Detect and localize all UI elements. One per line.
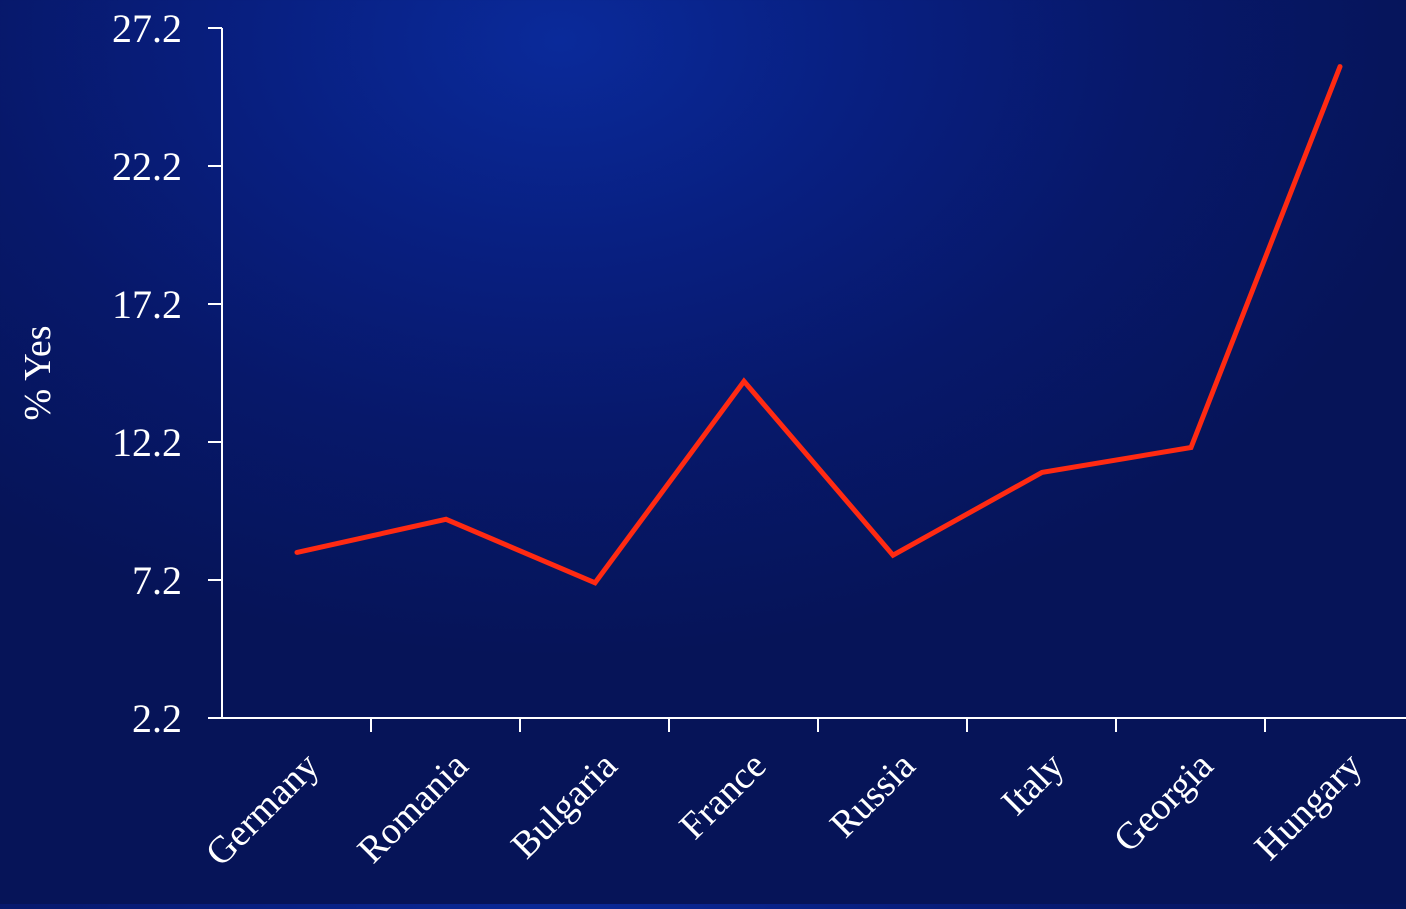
- x-tick-label: Romania: [350, 745, 477, 872]
- x-tick-label: Russia: [822, 745, 923, 846]
- x-tick-label: Hungary: [1247, 745, 1371, 869]
- x-tick-label: Bulgaria: [503, 745, 625, 867]
- y-ticks: 2.2 7.2 12.2 17.2 22.2 27.2: [112, 6, 222, 741]
- y-tick-label: 2.2: [132, 696, 182, 741]
- series-layer: [297, 67, 1340, 583]
- y-tick-label: 27.2: [112, 6, 182, 51]
- x-tick-label: Germany: [198, 745, 328, 875]
- y-axis-label: % Yes: [17, 325, 59, 420]
- y-tick-label: 22.2: [112, 144, 182, 189]
- series-line: [297, 67, 1340, 583]
- y-tick-label: 7.2: [132, 558, 182, 603]
- x-tick-label: Georgia: [1106, 745, 1222, 861]
- axes: [222, 28, 1406, 718]
- y-tick-label: 17.2: [112, 282, 182, 327]
- x-tick-label: France: [672, 745, 775, 848]
- y-tick-label: 12.2: [112, 420, 182, 465]
- x-tick-label: Italy: [993, 745, 1072, 824]
